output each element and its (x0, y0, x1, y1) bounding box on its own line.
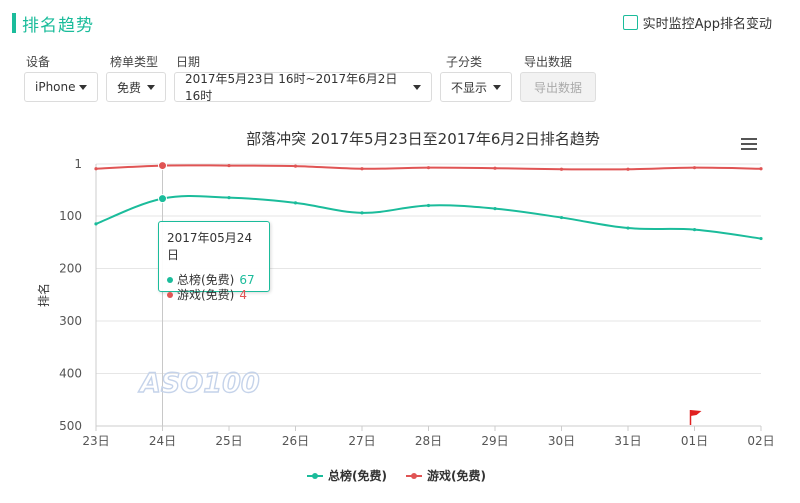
chevron-down-icon (79, 84, 87, 90)
data-point (493, 207, 497, 211)
data-point (158, 194, 167, 204)
y-tick-label: 200 (59, 261, 82, 275)
y-tick-label: 500 (59, 419, 82, 433)
data-point (626, 226, 630, 230)
legend-item-total[interactable]: 总榜(免费) (307, 467, 387, 484)
x-tick-label: 25日 (215, 434, 242, 448)
flag-icon (690, 410, 702, 416)
data-point (360, 211, 364, 215)
chart-type-select[interactable]: 免费 (106, 72, 166, 102)
x-tick-label: 31日 (614, 434, 641, 448)
x-tick-label: 23日 (82, 434, 109, 448)
data-point (692, 228, 697, 232)
y-tick-label: 1 (74, 157, 82, 171)
device-label: 设备 (26, 55, 51, 69)
tooltip-date: 2017年05月24日 (167, 231, 253, 262)
date-range-value: 2017年5月23日 16时~2017年6月2日 16时 (185, 72, 398, 103)
title-accent-bar (12, 13, 16, 33)
data-point (227, 196, 231, 200)
y-tick-label: 100 (59, 209, 82, 223)
date-range-select[interactable]: 2017年5月23日 16时~2017年6月2日 16时 (174, 72, 432, 103)
subcategory-label: 子分类 (446, 55, 483, 69)
section-title: 排名趋势 (22, 15, 94, 36)
date-label: 日期 (176, 55, 201, 69)
y-tick-label: 400 (59, 366, 82, 380)
tooltip-dot (167, 291, 173, 298)
chevron-down-icon (413, 84, 421, 90)
chevron-down-icon (147, 84, 155, 90)
y-tick-label: 300 (59, 314, 82, 328)
chart-legend: 总榜(免费) 游戏(免费) (0, 467, 800, 485)
x-tick-label: 01日 (681, 434, 708, 448)
section-header: 排名趋势 (12, 11, 94, 36)
device-value: iPhone (35, 80, 76, 94)
menu-icon[interactable] (741, 138, 757, 151)
tooltip-row-game: 游戏(免费) 4 (167, 287, 261, 302)
watermark: ASO100 (138, 368, 260, 399)
tooltip-dot (167, 276, 173, 283)
data-point (692, 166, 697, 170)
data-point (158, 161, 167, 171)
chart-axes: 1 100 200 300 400 500 排名 23日 24日 25日 26日 27日 28日 29日 3… (36, 157, 775, 448)
data-point (493, 166, 497, 170)
data-point (559, 167, 564, 171)
tooltip-value: 4 (239, 287, 248, 302)
data-point (759, 236, 763, 241)
device-select[interactable]: iPhone (24, 72, 98, 102)
x-tick-label: 02日 (747, 434, 774, 448)
tooltip-series-name: 总榜(免费) (177, 273, 235, 287)
data-point (94, 167, 98, 171)
x-tick-label: 26日 (282, 434, 309, 448)
data-point (293, 201, 298, 205)
x-tick-label: 27日 (348, 434, 375, 448)
data-point (293, 164, 298, 168)
monitor-label: 实时监控App排名变动 (642, 17, 772, 32)
data-point (426, 166, 431, 170)
chart-flag (689, 410, 702, 425)
realtime-monitor-toggle[interactable]: 实时监控App排名变动 (622, 13, 772, 32)
x-tick-label: 28日 (415, 434, 442, 448)
export-button[interactable]: 导出数据 (520, 72, 596, 102)
legend-label: 总榜(免费) (328, 469, 387, 483)
chart-series (94, 161, 763, 241)
data-point (360, 167, 364, 171)
tooltip-value: 67 (239, 272, 255, 287)
subcategory-value: 不显示 (451, 80, 488, 95)
y-axis-label: 排名 (36, 283, 51, 307)
x-tick-label: 24日 (149, 434, 176, 448)
legend-item-game[interactable]: 游戏(免费) (406, 467, 486, 484)
tooltip-row-total: 总榜(免费) 67 (167, 272, 261, 287)
export-label: 导出数据 (524, 55, 573, 69)
legend-label: 游戏(免费) (427, 469, 486, 483)
legend-swatch (307, 472, 323, 479)
legend-swatch (406, 472, 422, 479)
data-point (759, 167, 763, 171)
monitor-checkbox[interactable] (622, 15, 638, 30)
chart-type-label: 榜单类型 (110, 55, 159, 69)
subcategory-select[interactable]: 不显示 (440, 72, 512, 102)
tooltip-series-name: 游戏(免费) (177, 288, 235, 302)
data-point (626, 167, 630, 171)
x-tick-label: 29日 (481, 434, 508, 448)
data-point (227, 163, 231, 168)
chevron-down-icon (493, 84, 501, 90)
chart-type-value: 免费 (117, 80, 142, 95)
x-tick-label: 30日 (548, 434, 575, 448)
data-point (559, 215, 564, 220)
data-point (94, 222, 98, 226)
data-point (426, 203, 431, 208)
chart-title: 部落冲突 2017年5月23日至2017年6月2日排名趋势 (246, 130, 600, 148)
chart-tooltip: 2017年05月24日 总榜(免费) 67 游戏(免费) 4 (158, 221, 270, 302)
